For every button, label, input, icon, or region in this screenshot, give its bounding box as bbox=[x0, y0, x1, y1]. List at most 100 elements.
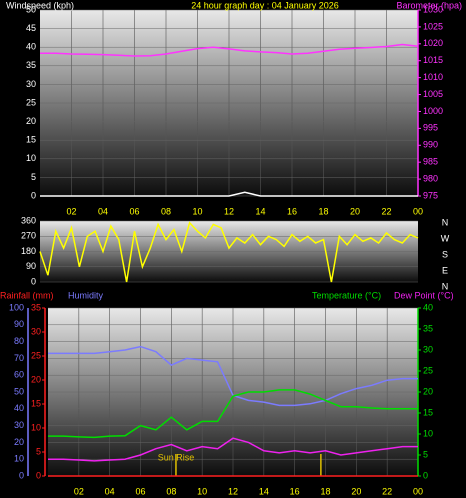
legend-label: Humidity bbox=[68, 290, 104, 300]
y-tick-label: 20 bbox=[26, 116, 36, 126]
x-tick-label: 20 bbox=[350, 206, 360, 216]
x-tick-label: 16 bbox=[287, 206, 297, 216]
y2-tick-label: 1020 bbox=[423, 38, 443, 48]
y2-tick-label: 0 bbox=[423, 470, 428, 480]
x-tick-label: 06 bbox=[135, 486, 145, 496]
y-tick-label: 50 bbox=[14, 386, 24, 396]
y-tick-label: 15 bbox=[26, 135, 36, 145]
y3-tick-label: 15 bbox=[31, 398, 41, 408]
legend-label: Rainfall (mm) bbox=[0, 290, 54, 300]
y-tick-label: 0 bbox=[31, 190, 36, 200]
chart-title: 24 hour graph day : 04 January 2026 bbox=[191, 0, 339, 10]
x-tick-label: 16 bbox=[290, 486, 300, 496]
y2-tick-label: 25 bbox=[423, 365, 433, 375]
y-tick-label: 360 bbox=[21, 215, 36, 225]
y-tick-label: 45 bbox=[26, 23, 36, 33]
y-tick-label: 60 bbox=[14, 370, 24, 380]
y2-tick-label: 990 bbox=[423, 140, 438, 150]
x-tick-label: 04 bbox=[98, 206, 108, 216]
y-tick-label: 25 bbox=[26, 97, 36, 107]
y2-tick-label: 40 bbox=[423, 302, 433, 312]
y2-tick-label: 10 bbox=[423, 428, 433, 438]
y-tick-label: 40 bbox=[14, 403, 24, 413]
y2-tick-label: 35 bbox=[423, 323, 433, 333]
y2-tick-label: 980 bbox=[423, 173, 438, 183]
y2-tick-label: 985 bbox=[423, 157, 438, 167]
annotation: Sun Rise bbox=[158, 452, 195, 462]
y3-tick-label: 30 bbox=[31, 326, 41, 336]
x-tick-label: 18 bbox=[318, 206, 328, 216]
y-tick-label: 180 bbox=[21, 246, 36, 256]
y2-tick-label: 1000 bbox=[423, 106, 443, 116]
x-tick-label: 14 bbox=[259, 486, 269, 496]
y2-tick-label: 5 bbox=[423, 449, 428, 459]
y2-tick-label: 1030 bbox=[423, 4, 443, 14]
compass-label: S bbox=[442, 249, 448, 259]
legend-label: Dew Point (°C) bbox=[394, 290, 454, 300]
y2-tick-label: 1025 bbox=[423, 21, 443, 31]
y-tick-label: 0 bbox=[19, 470, 24, 480]
x-tick-label: 12 bbox=[224, 206, 234, 216]
series-line bbox=[40, 43, 419, 57]
y-tick-label: 50 bbox=[26, 4, 36, 14]
y-tick-label: 30 bbox=[26, 79, 36, 89]
y3-tick-label: 10 bbox=[31, 422, 41, 432]
x-tick-label: 08 bbox=[166, 486, 176, 496]
y2-tick-label: 975 bbox=[423, 190, 438, 200]
y-tick-label: 0 bbox=[31, 276, 36, 286]
compass-label: N bbox=[442, 281, 449, 291]
y-tick-label: 80 bbox=[14, 336, 24, 346]
y-tick-label: 90 bbox=[26, 261, 36, 271]
x-tick-label: 00 bbox=[413, 206, 423, 216]
y2-tick-label: 1010 bbox=[423, 72, 443, 82]
x-tick-label: 22 bbox=[381, 206, 391, 216]
y-tick-label: 270 bbox=[21, 231, 36, 241]
y3-tick-label: 25 bbox=[31, 350, 41, 360]
x-tick-label: 10 bbox=[192, 206, 202, 216]
x-tick-label: 18 bbox=[320, 486, 330, 496]
legend-label: Temperature (°C) bbox=[312, 290, 381, 300]
x-tick-label: 00 bbox=[413, 486, 423, 496]
y3-tick-label: 0 bbox=[36, 470, 41, 480]
x-tick-label: 06 bbox=[129, 206, 139, 216]
x-tick-label: 22 bbox=[382, 486, 392, 496]
y-tick-label: 10 bbox=[14, 454, 24, 464]
y-tick-label: 30 bbox=[14, 420, 24, 430]
y3-tick-label: 20 bbox=[31, 374, 41, 384]
y2-tick-label: 30 bbox=[423, 344, 433, 354]
y-tick-label: 70 bbox=[14, 353, 24, 363]
y-tick-label: 100 bbox=[9, 302, 24, 312]
x-tick-label: 02 bbox=[74, 486, 84, 496]
x-tick-label: 08 bbox=[161, 206, 171, 216]
y2-tick-label: 1015 bbox=[423, 55, 443, 65]
axis-title: Barometer (hpa) bbox=[396, 0, 462, 10]
x-tick-label: 20 bbox=[351, 486, 361, 496]
y3-tick-label: 35 bbox=[31, 302, 41, 312]
series-line bbox=[40, 191, 418, 197]
axis-title: Windspeed (kph) bbox=[6, 0, 74, 10]
x-tick-label: 02 bbox=[66, 206, 76, 216]
x-tick-label: 12 bbox=[228, 486, 238, 496]
x-tick-label: 14 bbox=[255, 206, 265, 216]
series-line bbox=[39, 221, 419, 283]
y2-tick-label: 1005 bbox=[423, 89, 443, 99]
y-tick-label: 10 bbox=[26, 153, 36, 163]
series-line bbox=[48, 437, 418, 462]
y2-tick-label: 20 bbox=[423, 386, 433, 396]
x-tick-label: 10 bbox=[197, 486, 207, 496]
y-tick-label: 20 bbox=[14, 437, 24, 447]
series-line bbox=[48, 345, 418, 407]
y-tick-label: 5 bbox=[31, 172, 36, 182]
x-tick-label: 04 bbox=[105, 486, 115, 496]
y-tick-label: 90 bbox=[14, 319, 24, 329]
compass-label: N bbox=[442, 217, 449, 227]
y2-tick-label: 15 bbox=[423, 407, 433, 417]
compass-label: E bbox=[442, 265, 448, 275]
series-line bbox=[48, 389, 418, 439]
y-tick-label: 40 bbox=[26, 42, 36, 52]
y-tick-label: 35 bbox=[26, 60, 36, 70]
y2-tick-label: 995 bbox=[423, 123, 438, 133]
y3-tick-label: 5 bbox=[36, 446, 41, 456]
compass-label: W bbox=[441, 233, 450, 243]
